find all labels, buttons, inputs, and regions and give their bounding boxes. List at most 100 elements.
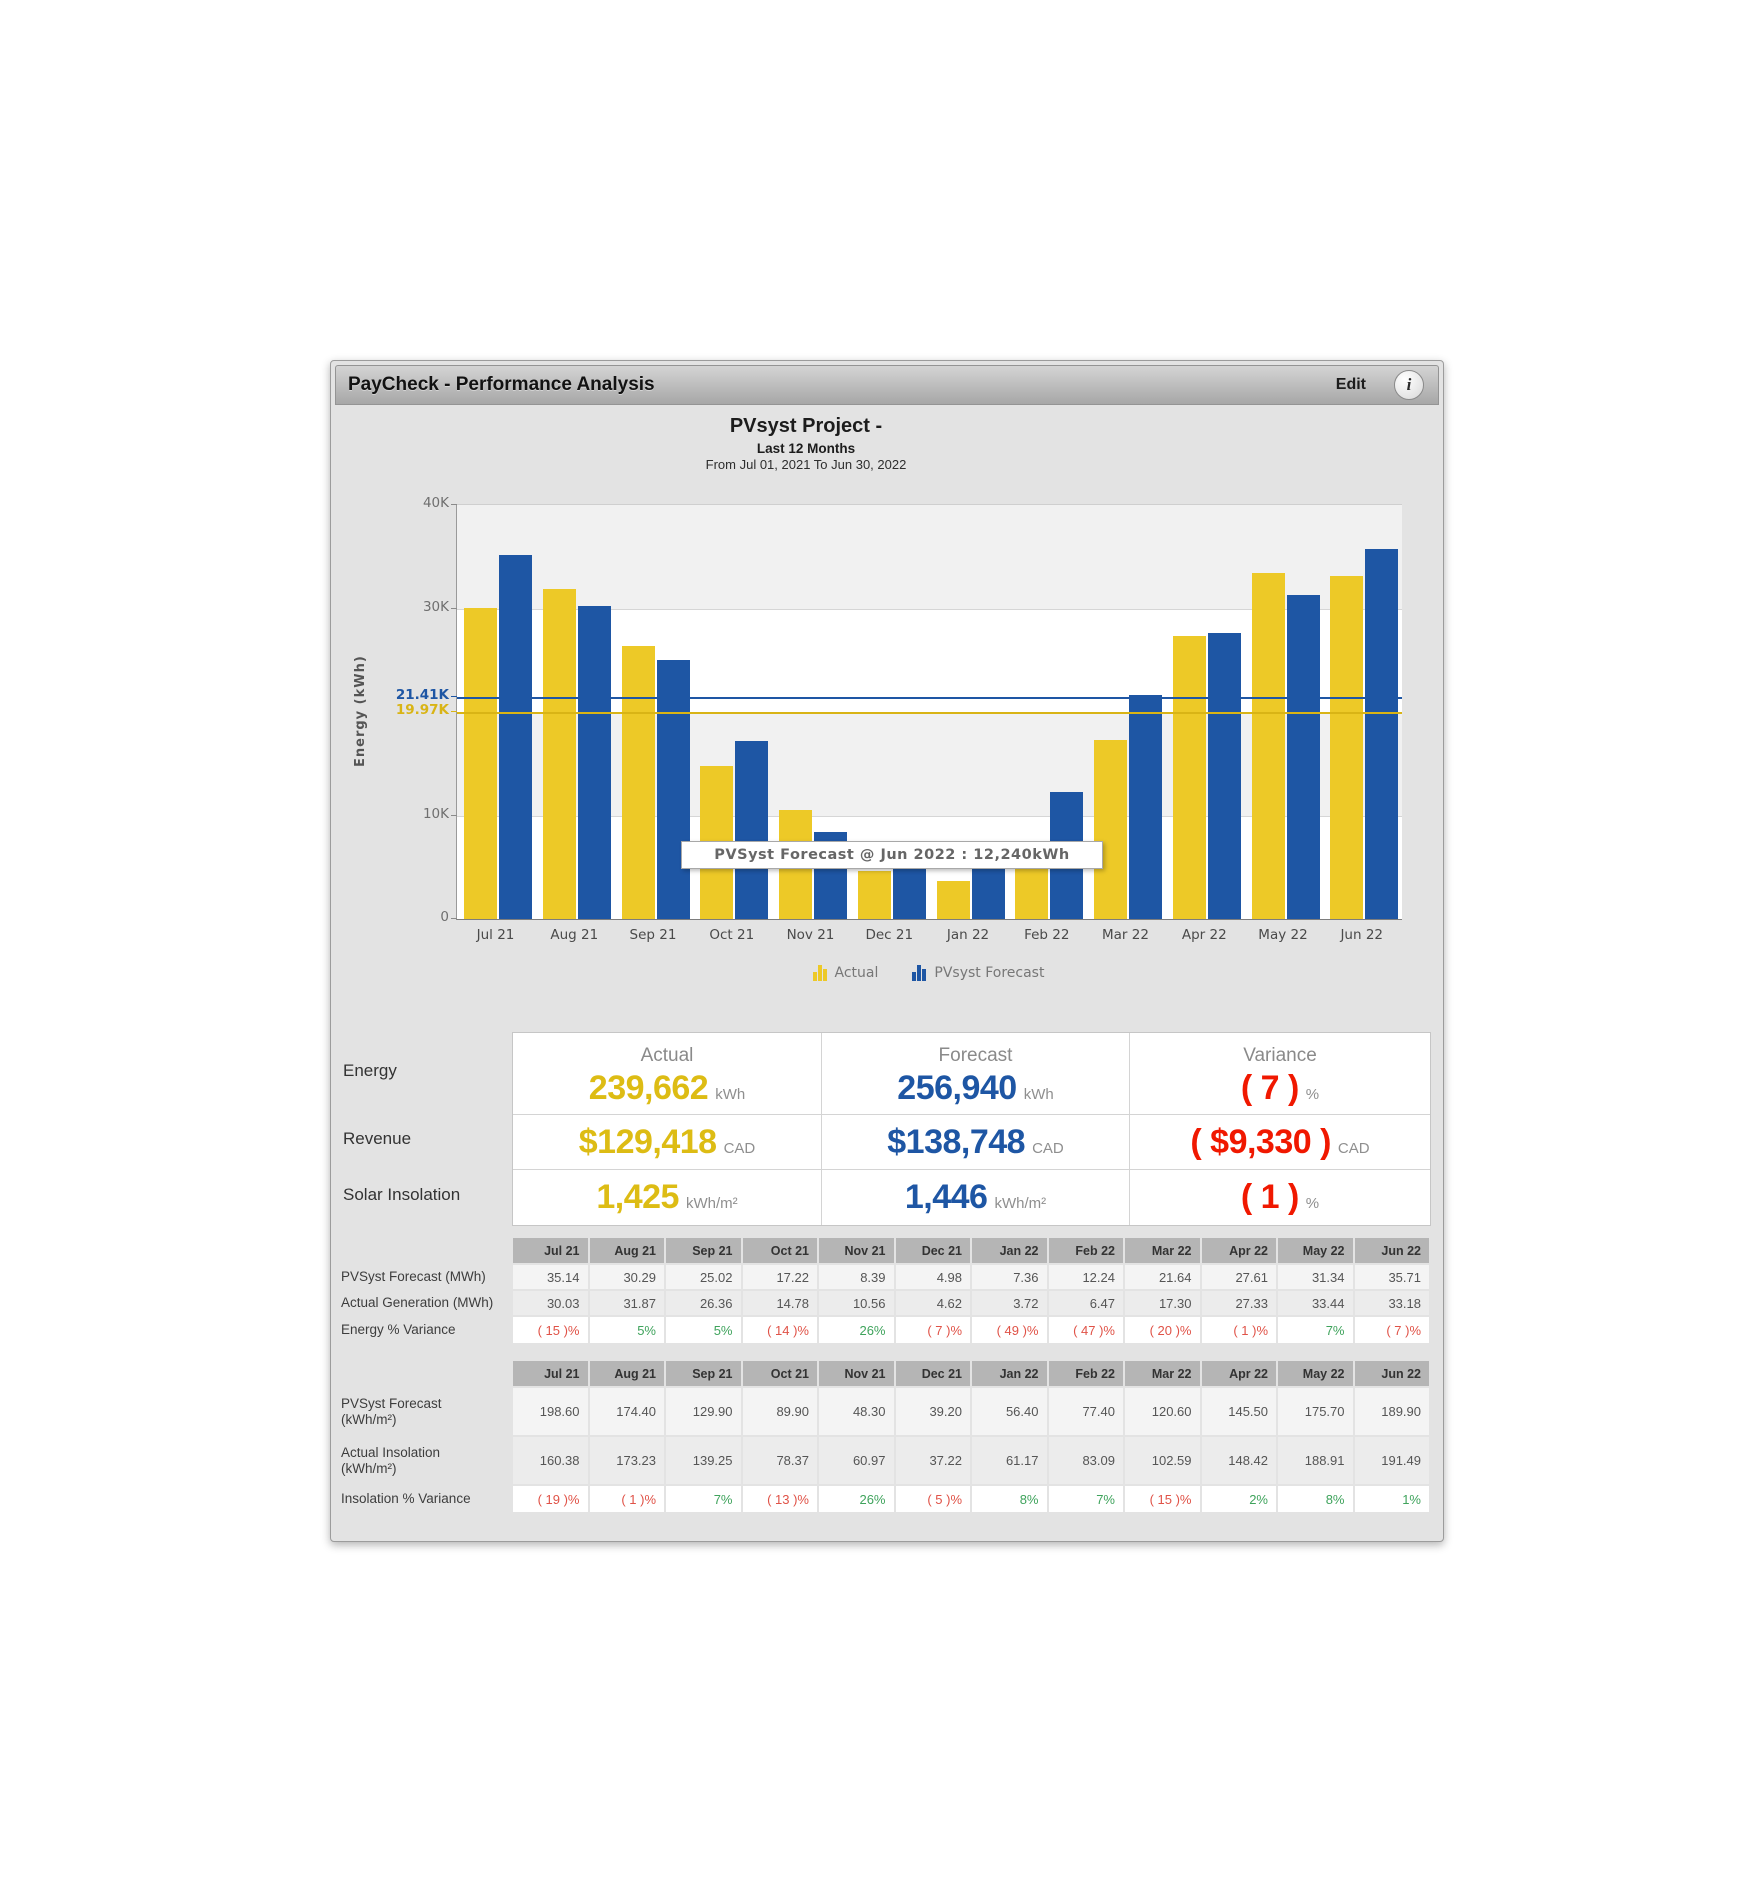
row-label: PVSyst Forecast (MWh) bbox=[341, 1269, 486, 1285]
data-cell: 31.34 bbox=[1278, 1265, 1353, 1289]
month-header-cell: Jun 22 bbox=[1354, 1238, 1429, 1263]
month-header-cell: May 22 bbox=[1278, 1238, 1353, 1263]
bar-actual[interactable] bbox=[1330, 575, 1364, 919]
bar-forecast[interactable] bbox=[1129, 695, 1162, 919]
data-cell: 25.02 bbox=[666, 1265, 741, 1289]
data-cell: 175.70 bbox=[1278, 1388, 1353, 1435]
table-row: Insolation % Variance( 19 )%( 1 )% 7%( 13… bbox=[341, 1486, 1429, 1512]
summary-cell-insolation-forecast: 1,446 kWh/m² bbox=[822, 1170, 1130, 1225]
data-cell: 129.90 bbox=[666, 1388, 741, 1435]
edit-button[interactable]: Edit bbox=[1335, 376, 1366, 393]
month-header-cell: Jan 22 bbox=[972, 1238, 1047, 1263]
x-axis-label: Jan 22 bbox=[946, 927, 990, 943]
bar-actual[interactable] bbox=[621, 646, 655, 919]
x-axis-label: Nov 21 bbox=[786, 927, 835, 943]
bar-forecast[interactable] bbox=[1286, 594, 1320, 919]
data-cell: ( 20 )% bbox=[1125, 1317, 1200, 1343]
bar-actual[interactable] bbox=[1172, 636, 1206, 919]
data-cell: ( 14 )% bbox=[742, 1317, 817, 1343]
insolation-actual-value: 1,425 bbox=[596, 1178, 679, 1216]
insolation-forecast-value: 1,446 bbox=[904, 1178, 988, 1216]
data-cell: 120.60 bbox=[1125, 1388, 1200, 1435]
bar-actual[interactable] bbox=[1251, 572, 1285, 919]
legend-label: PVsyst Forecast bbox=[934, 965, 1045, 981]
bar-actual[interactable] bbox=[857, 871, 891, 919]
bar-forecast[interactable] bbox=[577, 605, 611, 919]
legend-item: Actual bbox=[812, 965, 878, 981]
data-cell: 8% bbox=[1278, 1486, 1353, 1512]
month-header-cell: Nov 21 bbox=[819, 1238, 894, 1263]
x-axis-label: Sep 21 bbox=[629, 927, 677, 943]
unit-label: kWh bbox=[715, 1085, 746, 1103]
insolation-variance-value: ( 1 ) bbox=[1240, 1178, 1299, 1216]
bar-forecast[interactable] bbox=[656, 660, 690, 919]
bar-forecast[interactable] bbox=[499, 555, 532, 919]
row-label: Actual Insolation (kWh/m²) bbox=[341, 1444, 441, 1476]
data-cell: 189.90 bbox=[1354, 1388, 1429, 1435]
data-cell: 102.59 bbox=[1125, 1437, 1200, 1484]
data-cell: 60.97 bbox=[819, 1437, 894, 1484]
month-header-cell: Aug 21 bbox=[589, 1238, 664, 1263]
table-row: Energy % Variance( 15 )% 5% 5%( 14 )% 26%( … bbox=[341, 1317, 1429, 1343]
x-axis-label: Jul 21 bbox=[476, 927, 515, 943]
bar-actual[interactable] bbox=[1094, 739, 1127, 919]
summary-cell-revenue-forecast: $138,748 CAD bbox=[822, 1115, 1130, 1170]
data-cell: 56.40 bbox=[972, 1388, 1047, 1435]
legend-bar bbox=[812, 972, 817, 981]
bar-actual[interactable] bbox=[542, 589, 576, 919]
bar-forecast[interactable] bbox=[735, 740, 769, 919]
row-label: PVSyst Forecast (kWh/m²) bbox=[341, 1395, 442, 1427]
plot-band bbox=[457, 505, 1402, 609]
data-cell: 145.50 bbox=[1201, 1388, 1276, 1435]
summary-cell-energy-actual: Actual 239,662 kWh bbox=[513, 1033, 822, 1115]
data-cell: 7% bbox=[1048, 1486, 1123, 1512]
y-axis-tick-label: 40K bbox=[422, 495, 449, 511]
summary-cell-insolation-actual: 1,425 kWh/m² bbox=[513, 1170, 822, 1225]
data-cell: 7% bbox=[1278, 1317, 1353, 1343]
plot-gridline bbox=[457, 815, 1402, 817]
y-axis-tick bbox=[451, 504, 457, 505]
data-cell: ( 49 )% bbox=[972, 1317, 1047, 1343]
data-cell: 12.24 bbox=[1048, 1265, 1123, 1289]
month-header-cell: Jan 22 bbox=[972, 1361, 1047, 1386]
plot-band bbox=[457, 608, 1402, 712]
data-cell: 191.49 bbox=[1354, 1437, 1429, 1484]
y-axis-tick bbox=[451, 607, 457, 609]
data-cell: 17.22 bbox=[742, 1265, 817, 1289]
table-row: PVSyst Forecast (kWh/m²) 198.60 174.40 129.9… bbox=[341, 1388, 1429, 1435]
data-cell: 30.29 bbox=[589, 1265, 664, 1289]
data-cell: 2% bbox=[1201, 1486, 1276, 1512]
bar-actual[interactable] bbox=[936, 880, 970, 919]
bar-forecast[interactable] bbox=[1365, 549, 1399, 919]
x-axis-label: Oct 21 bbox=[709, 927, 755, 943]
data-cell: 6.47 bbox=[1048, 1291, 1123, 1315]
panel-titlebar: PayCheck - Performance Analysis Edit i bbox=[335, 365, 1439, 405]
table-row: PVSyst Forecast (MWh) 35.14 30.29 25.02 17.2… bbox=[341, 1265, 1429, 1289]
bar-forecast[interactable] bbox=[892, 867, 926, 919]
unit-label: CAD bbox=[1032, 1139, 1064, 1157]
legend-bar bbox=[822, 969, 827, 981]
row-label-spacer bbox=[341, 1361, 511, 1386]
bar-actual[interactable] bbox=[464, 608, 497, 919]
data-cell: 77.40 bbox=[1048, 1388, 1123, 1435]
data-cell: 4.98 bbox=[895, 1265, 970, 1289]
column-header-variance: Variance bbox=[1243, 1044, 1317, 1066]
info-icon[interactable]: i bbox=[1394, 370, 1424, 400]
average-line-label: 21.41K bbox=[395, 687, 449, 704]
month-header-cell: Dec 21 bbox=[895, 1361, 970, 1386]
x-axis-label: Mar 22 bbox=[1102, 927, 1149, 943]
month-header-row: Jul 21 Aug 21 Sep 21 Oct 21 Nov 21 Dec 21 Jan … bbox=[341, 1238, 1429, 1263]
chart-plot bbox=[456, 504, 1402, 920]
data-cell: 30.03 bbox=[513, 1291, 588, 1315]
data-cell: 37.22 bbox=[895, 1437, 970, 1484]
data-cell: 27.61 bbox=[1201, 1265, 1276, 1289]
data-cell: ( 1 )% bbox=[589, 1486, 664, 1512]
x-axis-label: May 22 bbox=[1258, 927, 1308, 943]
summary-row-label-insolation: Solar Insolation bbox=[343, 1185, 461, 1204]
data-cell: 7.36 bbox=[972, 1265, 1047, 1289]
bar-forecast[interactable] bbox=[1207, 633, 1241, 919]
data-cell: ( 1 )% bbox=[1201, 1317, 1276, 1343]
summary-row-label-energy: Energy bbox=[343, 1061, 397, 1080]
data-cell: 48.30 bbox=[819, 1388, 894, 1435]
data-cell: 27.33 bbox=[1201, 1291, 1276, 1315]
